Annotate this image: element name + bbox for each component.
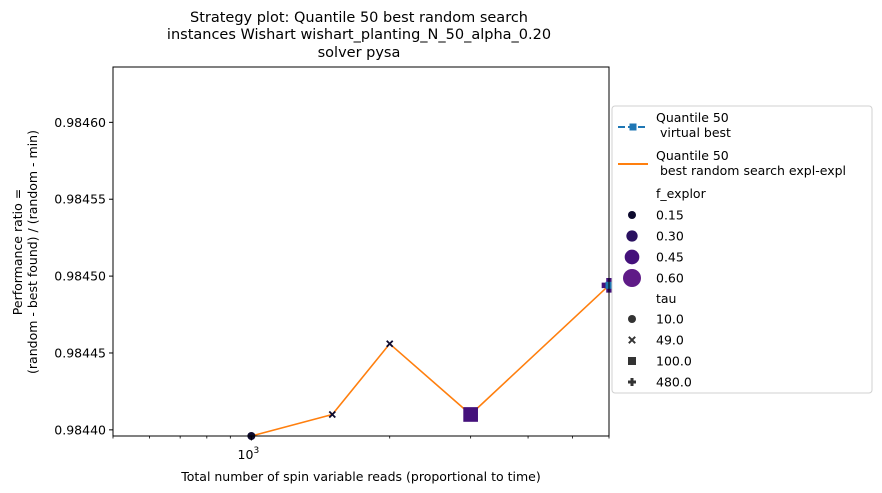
legend-title-tau: tau [656,291,676,306]
legend-f-explor-marker [624,249,640,265]
y-tick-label: 0.98455 [54,192,106,207]
legend-tau-marker [628,378,636,386]
y-axis-ticks: 0.98440 0.98445 0.98450 0.98455 0.98460 [54,115,113,437]
y-axis-label-line-2: (random - best found) / (random - min) [25,130,40,374]
y-axis-label: Performance ratio = (random - best found… [10,130,40,374]
legend-entry-virtual-best: Quantile 50 virtual best [618,110,731,140]
y-tick-label: 0.98440 [54,422,106,437]
legend-label-random-search-2: best random search expl-expl [656,163,846,178]
legend-f-explor-marker [623,269,641,287]
y-tick-label: 0.98445 [54,345,106,360]
legend-tau-label: 100.0 [656,354,692,369]
data-point-marker [386,340,394,348]
legend-f-explor-marker [626,230,638,242]
legend-entry-random-search: Quantile 50 best random search expl-expl [618,148,846,178]
x-tick-label: 103 [238,446,260,462]
legend-f-explor-label: 0.30 [656,229,684,244]
plot-frame [112,66,610,437]
x-axis-ticks: 103 [112,436,610,462]
legend: Quantile 50 virtual best Quantile 50 bes… [611,105,873,394]
legend-tau-marker [628,315,636,323]
data-point-marker [463,407,478,422]
legend-f-explor-marker [628,211,636,219]
legend-f-explor-label: 0.60 [656,271,684,286]
legend-title-f-explor: f_explor [656,186,707,201]
legend-f-explor-label: 0.15 [656,208,684,223]
legend-tau-label: 480.0 [656,375,692,390]
y-tick-label: 0.98450 [54,269,106,284]
chart-title: Strategy plot: Quantile 50 best random s… [167,10,551,61]
chart-title-line-1: Strategy plot: Quantile 50 best random s… [190,10,528,26]
y-tick-label: 0.98460 [54,115,106,130]
legend-tau-marker [628,357,636,365]
legend-label-virtual-best-1: Quantile 50 [656,110,729,125]
legend-label-random-search-1: Quantile 50 [656,148,729,163]
chart-title-line-2: instances Wishart wishart_planting_N_50_… [167,27,551,43]
data-point-marker [328,410,336,419]
legend-label-virtual-best-2: virtual best [656,125,731,140]
legend-tau-label: 10.0 [656,312,684,327]
legend-box [611,105,873,394]
legend-tau-label: 49.0 [656,333,684,348]
x-axis-label: Total number of spin variable reads (pro… [180,469,541,484]
legend-tau-marker [628,336,636,344]
plot-area [113,67,609,436]
y-axis-label-line-1: Performance ratio = [10,189,25,315]
legend-square-marker [629,123,637,131]
chart-title-line-3: solver pysa [318,45,401,61]
legend-f-explor-label: 0.45 [656,250,684,265]
